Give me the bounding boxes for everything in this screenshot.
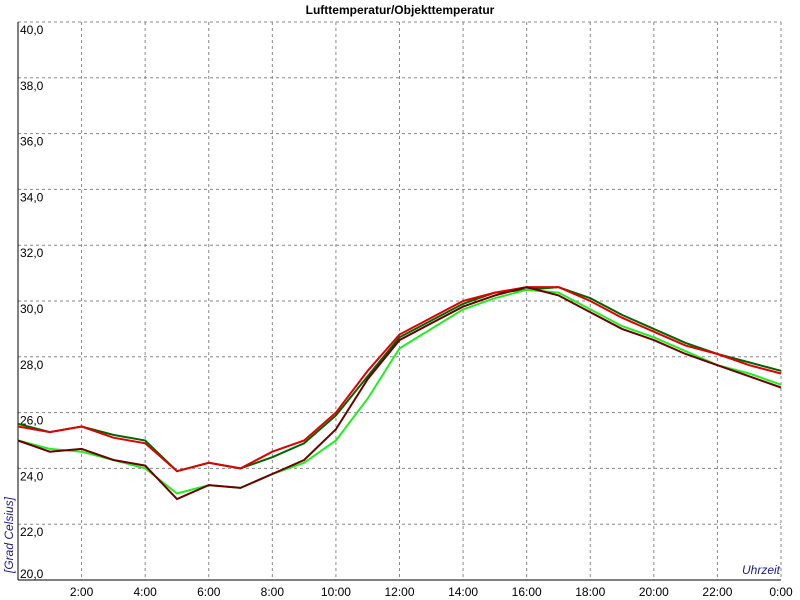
x-tick-label: 6:00 [197,585,221,599]
chart-title: Lufttemperatur/Objekttemperatur [306,3,495,17]
series-line [17,286,782,501]
x-tick-label: 22:00 [702,585,732,599]
x-tick-label: 4:00 [133,585,157,599]
x-axis-label: Uhrzeit [742,563,781,577]
y-tick-label: 34,0 [20,190,44,204]
x-tick-label: 8:00 [261,585,285,599]
series-line [17,288,782,495]
y-tick-label: 20,0 [20,567,44,581]
y-axis-label: [Grad Celsius] [2,496,16,574]
x-tick-label: 2:00 [70,585,94,599]
series-line [17,286,782,473]
x-tick-label: 0:00 [769,585,793,599]
y-tick-label: 36,0 [20,135,44,149]
y-tick-label: 30,0 [20,302,44,316]
x-tick-label: 10:00 [321,585,351,599]
x-tick-label: 12:00 [384,585,414,599]
y-tick-label: 22,0 [20,525,44,539]
x-tick-label: 14:00 [448,585,478,599]
y-tick-label: 32,0 [20,246,44,260]
y-tick-label: 24,0 [20,469,44,483]
y-tick-label: 26,0 [20,414,44,428]
y-tick-label: 40,0 [20,23,44,37]
x-tick-label: 18:00 [575,585,605,599]
x-tick-label: 16:00 [512,585,542,599]
y-tick-label: 28,0 [20,358,44,372]
x-tick-label: 20:00 [639,585,669,599]
y-tick-label: 38,0 [20,79,44,93]
series-line [17,286,782,473]
